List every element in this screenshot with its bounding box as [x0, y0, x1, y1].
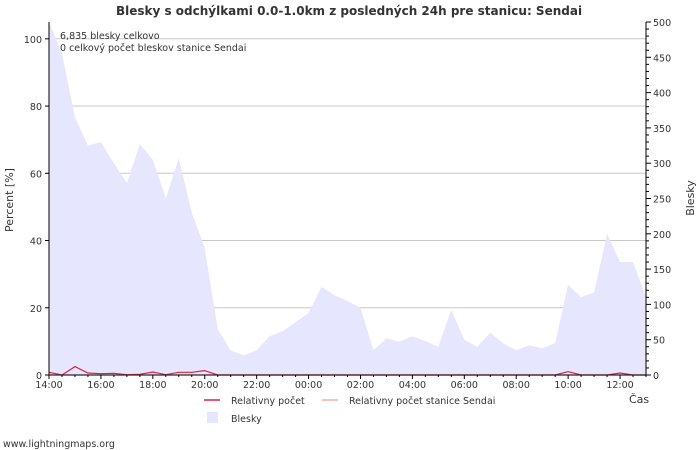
y-tick-right-0: 0 — [653, 371, 659, 382]
y-tick-left-80: 80 — [30, 102, 42, 113]
y-tick-right-200: 200 — [653, 230, 671, 241]
area-layer — [49, 22, 646, 375]
x-tick-10:00: 10:00 — [554, 380, 581, 391]
y-tick-right-50: 50 — [653, 336, 665, 347]
x-tick-14:00: 14:00 — [35, 380, 62, 391]
y-tick-right-250: 250 — [653, 195, 671, 206]
legend-label-blesky: Blesky — [231, 414, 262, 425]
x-tick-18:00: 18:00 — [139, 380, 166, 391]
x-tick-00:00: 00:00 — [295, 380, 322, 391]
x-tick-04:00: 04:00 — [399, 380, 426, 391]
x-tick-02:00: 02:00 — [347, 380, 374, 391]
x-axis-label: Čas — [629, 393, 649, 406]
x-tick-22:00: 22:00 — [243, 380, 270, 391]
y-tick-left-60: 60 — [30, 169, 42, 180]
x-tick-12:00: 12:00 — [606, 380, 633, 391]
x-tick-06:00: 06:00 — [451, 380, 478, 391]
legend: Relativny počet Relativny počet stanice … — [204, 396, 495, 425]
x-tick-20:00: 20:00 — [191, 380, 218, 391]
x-tick-16:00: 16:00 — [87, 380, 114, 391]
x-tick-08:00: 08:00 — [503, 380, 530, 391]
y-tick-right-100: 100 — [653, 300, 671, 311]
legend-swatch-blesky — [207, 412, 218, 423]
x-ticks: 14:00 16:00 18:00 20:00 22:00 00:00 02:00 04:00… — [35, 375, 647, 391]
y-ticks-right: 0 50 100 150 200 250 300 350 400 450 500 — [646, 18, 671, 382]
y-tick-right-300: 300 — [653, 159, 671, 170]
series-area-blesky — [49, 22, 646, 375]
y-tick-left-40: 40 — [30, 237, 42, 248]
y-tick-left-100: 100 — [24, 35, 42, 46]
footer-credit: www.lightningmaps.org — [3, 439, 115, 450]
legend-label-relativny-pocet: Relativny počet — [231, 396, 305, 407]
y-tick-right-500: 500 — [653, 18, 671, 29]
y-tick-right-150: 150 — [653, 265, 671, 276]
y-tick-right-400: 400 — [653, 89, 671, 100]
annotation-station: 0 celkový počet bleskov stanice Sendai — [60, 43, 246, 54]
y-axis-label-right: Blesky — [684, 180, 697, 216]
y-tick-right-350: 350 — [653, 124, 671, 135]
y-tick-right-450: 450 — [653, 53, 671, 64]
annotation-total: 6,835 blesky celkovo — [60, 31, 160, 42]
y-axis-label-left: Percent [%] — [3, 168, 16, 232]
y-tick-left-0: 0 — [36, 371, 42, 382]
chart-title: Blesky s odchýlkami 0.0-1.0km z posledný… — [116, 4, 582, 18]
legend-label-relativny-pocet-stanice: Relativny počet stanice Sendai — [349, 396, 495, 407]
y-ticks-left: 0 20 40 60 80 100 — [24, 35, 49, 382]
y-tick-left-20: 20 — [30, 304, 42, 315]
